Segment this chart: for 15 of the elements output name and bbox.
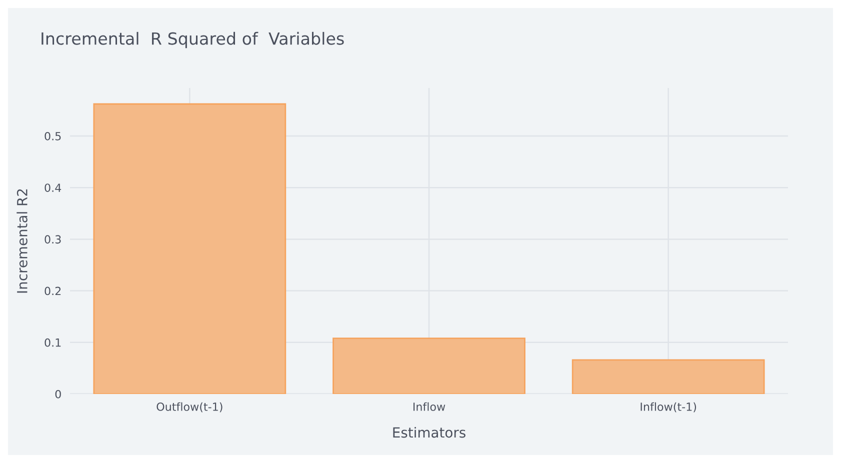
y-axis-title: Incremental R2 xyxy=(16,189,28,293)
bar xyxy=(93,103,286,394)
x-tick-label: Inflow(t-1) xyxy=(640,402,696,412)
y-tick-label: 0.4 xyxy=(44,184,62,192)
y-tick-label: 0.5 xyxy=(44,132,61,140)
bar xyxy=(332,338,526,394)
x-tick-label: Outflow(t-1) xyxy=(156,402,222,412)
x-tick-label: Inflow xyxy=(413,402,446,411)
bar xyxy=(572,359,765,394)
x-axis-title: Estimators xyxy=(393,426,466,438)
y-tick-label: 0.3 xyxy=(44,235,61,244)
y-tick-label: 0 xyxy=(55,390,61,398)
y-tick-label: 0.2 xyxy=(44,286,61,296)
chart-title: Incremental R Squared of Variables xyxy=(42,32,344,48)
y-tick-label: 0.1 xyxy=(44,338,61,347)
